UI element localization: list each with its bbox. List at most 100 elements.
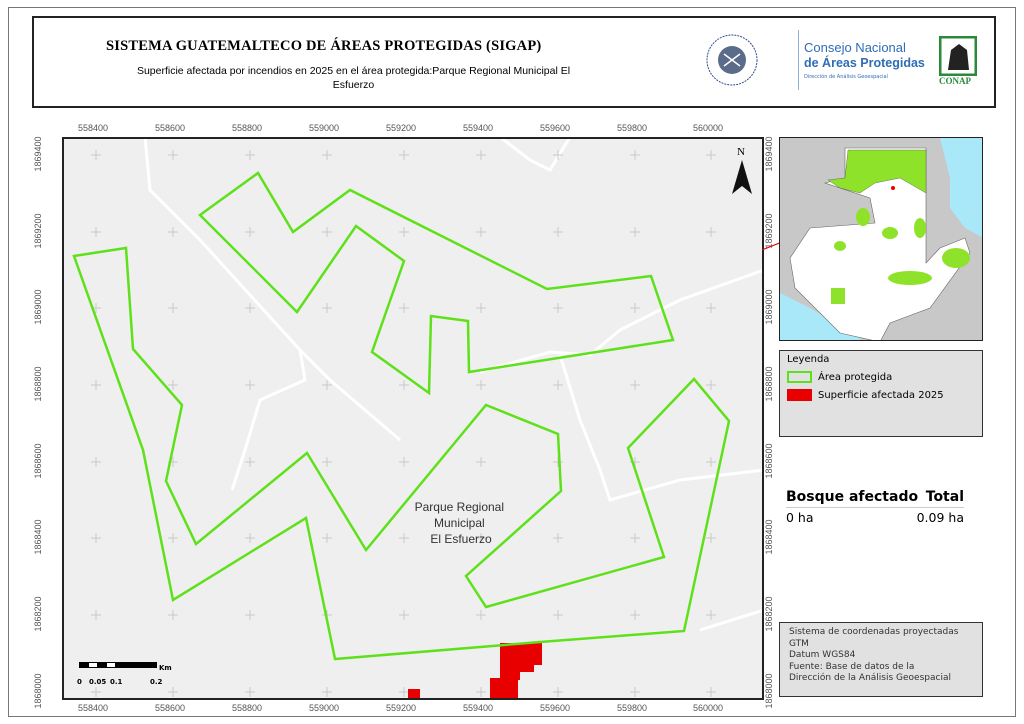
grid-cross	[630, 150, 640, 160]
grid-cross	[706, 687, 716, 697]
grid-cross	[322, 457, 332, 467]
grid-crosses	[91, 150, 716, 697]
grid-cross	[322, 687, 332, 697]
x-tick-label-top: 559400	[463, 123, 494, 133]
y-tick-label-right: 1868800	[764, 366, 774, 402]
y-tick-label-right: 1869000	[764, 289, 774, 325]
grid-cross	[630, 303, 640, 313]
legend-item-affected: Superficie afectada 2025	[787, 389, 944, 401]
grid-cross	[553, 227, 563, 237]
grid-cross	[630, 227, 640, 237]
grid-cross	[476, 303, 486, 313]
grid-cross	[553, 533, 563, 543]
x-tick-label-bottom: 559600	[540, 703, 571, 713]
x-tick-label-bottom: 559400	[463, 703, 494, 713]
x-tick-label-bottom: 558400	[78, 703, 109, 713]
header-panel: SISTEMA GUATEMALTECO DE ÁREAS PROTEGIDAS…	[32, 16, 996, 108]
x-tick-label-top: 558800	[232, 123, 263, 133]
note-line: Dirección de la Análisis Geoespacial	[789, 673, 951, 683]
grid-cross	[245, 687, 255, 697]
grid-cross	[245, 227, 255, 237]
grid-cross	[399, 457, 409, 467]
grid-cross	[245, 303, 255, 313]
y-tick-label-left: 1868400	[33, 519, 43, 555]
y-tick-label-right: 1868000	[764, 673, 774, 709]
grid-cross	[168, 303, 178, 313]
grid-cross	[399, 610, 409, 620]
stats-value-total: 0.09 ha	[916, 510, 964, 525]
legend-swatch-fill	[787, 389, 812, 401]
note-line: Datum WGS84	[789, 650, 856, 660]
north-label: N	[737, 146, 745, 158]
grid-cross	[245, 150, 255, 160]
stats-header-total: Total	[925, 489, 964, 505]
org-name-line1: Consejo Nacional	[804, 40, 906, 55]
grid-cross	[706, 610, 716, 620]
legend: Leyenda Área protegida Superficie afecta…	[779, 350, 983, 437]
grid-cross	[322, 227, 332, 237]
logo-divider	[798, 30, 799, 90]
north-arrow-icon	[732, 160, 752, 194]
legend-title: Leyenda	[787, 354, 830, 365]
note-line: GTM	[789, 638, 809, 649]
grid-cross	[476, 610, 486, 620]
grid-cross	[245, 533, 255, 543]
grid-cross	[399, 687, 409, 697]
y-tick-label-left: 1869400	[33, 136, 43, 172]
note-line: Fuente: Base de datos de la	[789, 661, 915, 672]
x-tick-label-top: 559600	[540, 123, 571, 133]
guatemala-map	[780, 138, 982, 340]
affected-areas	[408, 643, 542, 698]
grid-cross	[245, 380, 255, 390]
x-tick-label-top: 559200	[386, 123, 417, 133]
legend-item-protected-area: Área protegida	[787, 371, 892, 383]
logos: Consejo Nacional de Áreas Protegidas Dir…	[702, 24, 982, 98]
main-map[interactable]: N Parque Regional Municipal El Esfuerzo …	[62, 137, 764, 700]
grid-cross	[476, 380, 486, 390]
grid-cross	[322, 303, 332, 313]
y-tick-label-left: 1868200	[33, 596, 43, 632]
x-tick-label-bottom: 559000	[309, 703, 340, 713]
grid-cross	[399, 150, 409, 160]
map-canvas: N Parque Regional Municipal El Esfuerzo …	[72, 139, 762, 698]
note-line: Sistema de coordenadas proyectadas	[789, 627, 959, 637]
stats-header-forest: Bosque afectado	[786, 489, 919, 505]
svg-text:0.2: 0.2	[150, 678, 163, 686]
grid-cross	[553, 150, 563, 160]
grid-cross	[245, 610, 255, 620]
grid-cross	[476, 687, 486, 697]
grid-cross	[245, 457, 255, 467]
grid-cross	[706, 150, 716, 160]
grid-cross	[399, 303, 409, 313]
grid-cross	[399, 533, 409, 543]
org-name-line2: de Áreas Protegidas	[804, 56, 925, 70]
grid-cross	[322, 150, 332, 160]
x-tick-label-top: 559000	[309, 123, 340, 133]
protected-area-boundary	[72, 171, 731, 661]
grid-cross	[553, 380, 563, 390]
scale-bar: Km 0 0.05 0.1 0.2	[77, 662, 172, 686]
svg-text:0.1: 0.1	[110, 678, 123, 686]
y-tick-label-right: 1868600	[764, 443, 774, 479]
legend-label: Área protegida	[818, 371, 893, 383]
y-tick-label-right: 1868400	[764, 519, 774, 555]
y-tick-label-right: 1868200	[764, 596, 774, 632]
x-tick-label-top: 558600	[155, 123, 186, 133]
y-tick-label-left: 1869200	[33, 213, 43, 249]
grid-cross	[322, 533, 332, 543]
grid-cross	[476, 227, 486, 237]
org-name-line3: Dirección de Análisis Geoespacial	[804, 74, 888, 80]
grid-cross	[168, 227, 178, 237]
grid-cross	[168, 687, 178, 697]
grid-cross	[168, 533, 178, 543]
grid-cross	[706, 457, 716, 467]
grid-cross	[168, 150, 178, 160]
x-tick-label-bottom: 559800	[617, 703, 648, 713]
legend-swatch-outline	[787, 371, 812, 383]
grid-cross	[91, 533, 101, 543]
grid-cross	[706, 303, 716, 313]
y-tick-label-left: 1868600	[33, 443, 43, 479]
grid-cross	[91, 150, 101, 160]
legend-label: Superficie afectada 2025	[818, 389, 944, 401]
x-tick-label-bottom: 560000	[693, 703, 724, 713]
